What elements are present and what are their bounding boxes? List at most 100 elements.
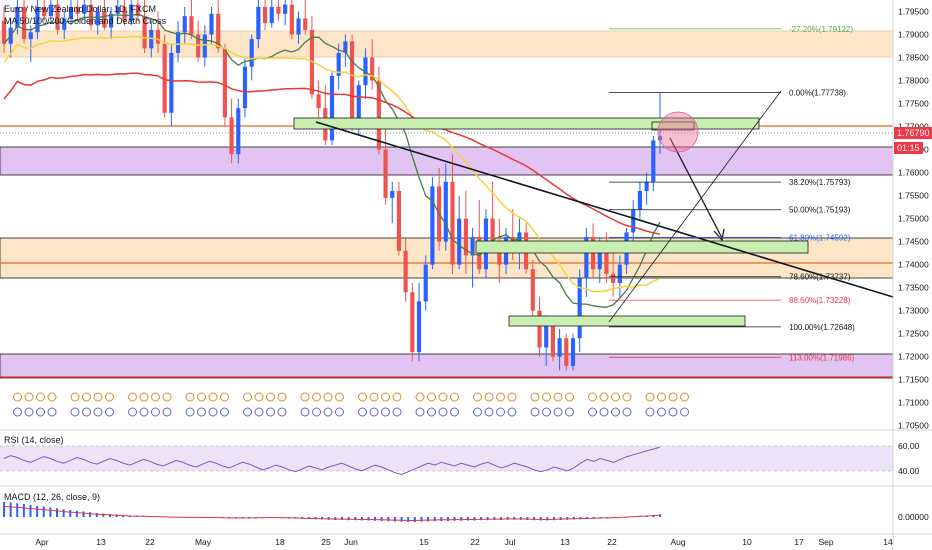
event-marker [70, 407, 80, 417]
event-marker [139, 392, 149, 402]
candle-body [249, 39, 254, 67]
macd-bar [380, 517, 383, 521]
macd-bar [22, 504, 25, 517]
fib-label: 50.00%(1.75193) [789, 206, 851, 215]
time-tick-label: 22 [607, 537, 617, 547]
candle-body [631, 209, 636, 233]
candle-body [162, 43, 167, 113]
candle-body [109, 13, 114, 28]
candle-body [457, 218, 462, 265]
candle-body [88, 4, 94, 26]
macd-bar [539, 517, 542, 521]
fib-label: -27.20%(1.79122) [789, 25, 853, 34]
macd-bar [16, 503, 19, 517]
event-markers [13, 392, 689, 417]
macd-bar [327, 517, 330, 520]
fib-label: 0.00%(1.77738) [789, 89, 846, 98]
candle-body [423, 264, 428, 302]
rsi-label: RSI (14, close) [4, 435, 64, 445]
event-marker [162, 407, 172, 417]
candle-body [296, 18, 301, 35]
time-tick-label: 13 [96, 537, 106, 547]
macd-pane[interactable] [0, 488, 893, 533]
candle-body [189, 16, 194, 35]
candle-body [256, 6, 261, 40]
time-tick-label: Aug [670, 537, 685, 547]
event-marker [13, 392, 22, 402]
time-tick-label: 15 [419, 537, 429, 547]
event-marker [197, 392, 206, 402]
candle-body [644, 181, 649, 191]
event-marker [105, 407, 114, 417]
candle-body [175, 32, 181, 53]
price-tick-label: 1.77500 [898, 99, 929, 109]
price-tick-label: 1.70500 [898, 421, 929, 431]
event-marker [254, 407, 264, 417]
price-axis[interactable]: 1.79500 1.79000 1.78500 1.78000 1.77500 1.770… [898, 7, 929, 522]
time-tick-label: 10 [742, 537, 752, 547]
event-marker [381, 392, 390, 402]
event-marker [450, 392, 459, 402]
candle-body [22, 6, 27, 40]
candle-body [316, 94, 321, 109]
candle-body [35, 6, 40, 33]
macd-bar [56, 508, 59, 517]
event-marker [254, 392, 264, 402]
green-box-low [508, 315, 746, 327]
event-marker [93, 407, 103, 417]
macd-bar [36, 505, 39, 517]
price-tick-label: 1.73000 [898, 306, 929, 316]
rsi-line [3, 446, 661, 476]
event-marker [657, 392, 666, 402]
macd-bar [387, 517, 390, 522]
candle-body [383, 149, 388, 198]
event-marker [24, 392, 34, 402]
macd-bar [354, 517, 357, 521]
event-marker [220, 392, 229, 402]
event-marker [599, 392, 609, 402]
event-marker [323, 407, 333, 417]
macd-bar [506, 517, 509, 520]
event-marker [151, 392, 160, 402]
candle-body [376, 80, 381, 150]
candle-body [329, 75, 335, 141]
time-tick-label: 22 [470, 537, 480, 547]
candle-body [262, 6, 268, 24]
macd-bar [433, 517, 436, 522]
event-marker [220, 407, 229, 417]
macd-bar [413, 517, 416, 522]
fib-label: 100.00%(1.72648) [789, 323, 855, 332]
price-tick-label: 1.74500 [898, 237, 929, 247]
ma-indicator-label: MA 50/100/200 Golden and Death Cross [4, 16, 167, 26]
event-marker [300, 392, 310, 402]
candle-body [142, 16, 147, 49]
candle-body [443, 181, 448, 242]
macd-bar [513, 517, 516, 520]
macd-bar [69, 510, 72, 517]
event-marker [36, 392, 45, 402]
event-marker [358, 392, 367, 402]
candle-body [410, 292, 415, 353]
event-marker [565, 392, 574, 402]
candle-body [544, 324, 549, 348]
event-marker [622, 392, 632, 402]
fib-label: 78.60%(1.73737) [789, 273, 851, 282]
time-tick-label: 18 [275, 537, 285, 547]
event-marker [105, 392, 114, 402]
macd-bar [347, 517, 350, 521]
time-tick-label: Apr [35, 537, 48, 547]
macd-bar [420, 517, 423, 522]
time-tick-label: Sep [818, 537, 833, 547]
time-axis[interactable]: Apr 13 22 May 18 25 Jun 15 22 Jul 13 22 Aug 10 17 Sep 14 [35, 537, 893, 547]
candle-body [42, 6, 47, 17]
event-marker [588, 392, 597, 402]
candle-body [564, 338, 569, 366]
event-marker [185, 407, 195, 417]
candle-body [122, 6, 127, 21]
macd-bar [400, 517, 403, 522]
event-marker [47, 407, 57, 417]
projection-arrow [669, 137, 723, 239]
candle-body [82, 4, 87, 14]
macd-bar [460, 517, 463, 521]
